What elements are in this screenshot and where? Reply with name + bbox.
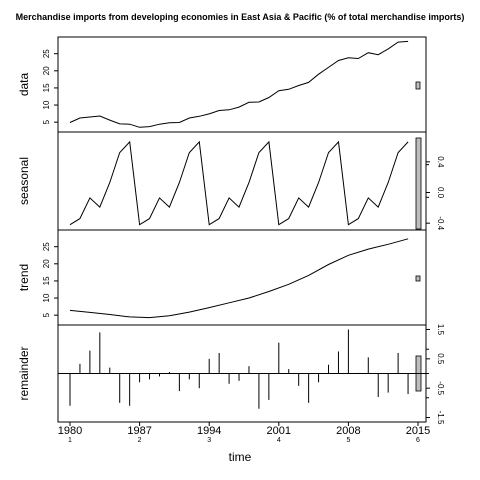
panel-remainder: remainder -1.5 -0.5 0.5 1.5 [17, 324, 445, 425]
panel-frame [57, 229, 427, 326]
y-tick-label: -0.4 [436, 216, 445, 230]
panel-frame [57, 131, 427, 231]
y-tick-label: 5 [42, 119, 51, 124]
y-tick-label: 15 [42, 276, 51, 285]
x-subtick-label: 4 [277, 437, 281, 444]
y-tick-label: -1.5 [436, 411, 445, 425]
y-tick-label: 0.5 [436, 353, 445, 365]
scale-bar [415, 81, 421, 90]
y-tick-label: 1.5 [436, 324, 445, 336]
x-tick-label: 1987 [127, 425, 151, 437]
y-tick-label: 20 [42, 259, 51, 268]
x-tick-label: 1994 [197, 425, 221, 437]
x-tick-label: 2008 [336, 425, 360, 437]
panel-label: trend [17, 264, 31, 291]
panel-data: data 5 10 15 20 25 [17, 36, 427, 133]
y-tick-label: 15 [42, 83, 51, 92]
y-tick-label: 25 [42, 49, 51, 58]
x-subtick-label: 2 [138, 437, 142, 444]
x-subtick-label: 1 [68, 437, 72, 444]
y-tick-label: 10 [42, 293, 51, 302]
panels-group: data 5 10 15 20 25 seasonal -0.4 0.0 0.4 trend 5 10 1… [17, 36, 445, 425]
x-tick-label: 2001 [267, 425, 291, 437]
y-tick-label: 25 [42, 242, 51, 251]
x-tick-label: 2015 [406, 425, 430, 437]
x-tick-label: 1980 [58, 425, 82, 437]
y-tick-label: 0.0 [436, 187, 445, 199]
y-tick-label: 20 [42, 66, 51, 75]
panel-trend: trend 5 10 15 20 25 [17, 229, 427, 326]
y-tick-label: 0.4 [436, 156, 445, 168]
x-subtick-label: 6 [416, 437, 420, 444]
scale-bar [415, 275, 421, 282]
panel-label: remainder [17, 346, 31, 400]
trend-series-line [69, 238, 409, 319]
panel-seasonal: seasonal -0.4 0.0 0.4 [17, 131, 445, 231]
x-axis-label: time [229, 450, 252, 464]
data-series-line [69, 40, 409, 128]
x-subtick-label: 3 [207, 437, 211, 444]
seasonal-series-line [69, 140, 409, 226]
panel-label: seasonal [17, 157, 31, 205]
y-tick-label: 10 [42, 100, 51, 109]
y-tick-label: 5 [42, 312, 51, 317]
scale-bar [415, 137, 422, 230]
panel-frame [57, 36, 427, 133]
panel-label: data [17, 72, 31, 96]
x-subtick-label: 5 [346, 437, 350, 444]
y-tick-label: -0.5 [436, 381, 445, 395]
chart-title: Merchandise imports from developing econ… [16, 12, 465, 22]
